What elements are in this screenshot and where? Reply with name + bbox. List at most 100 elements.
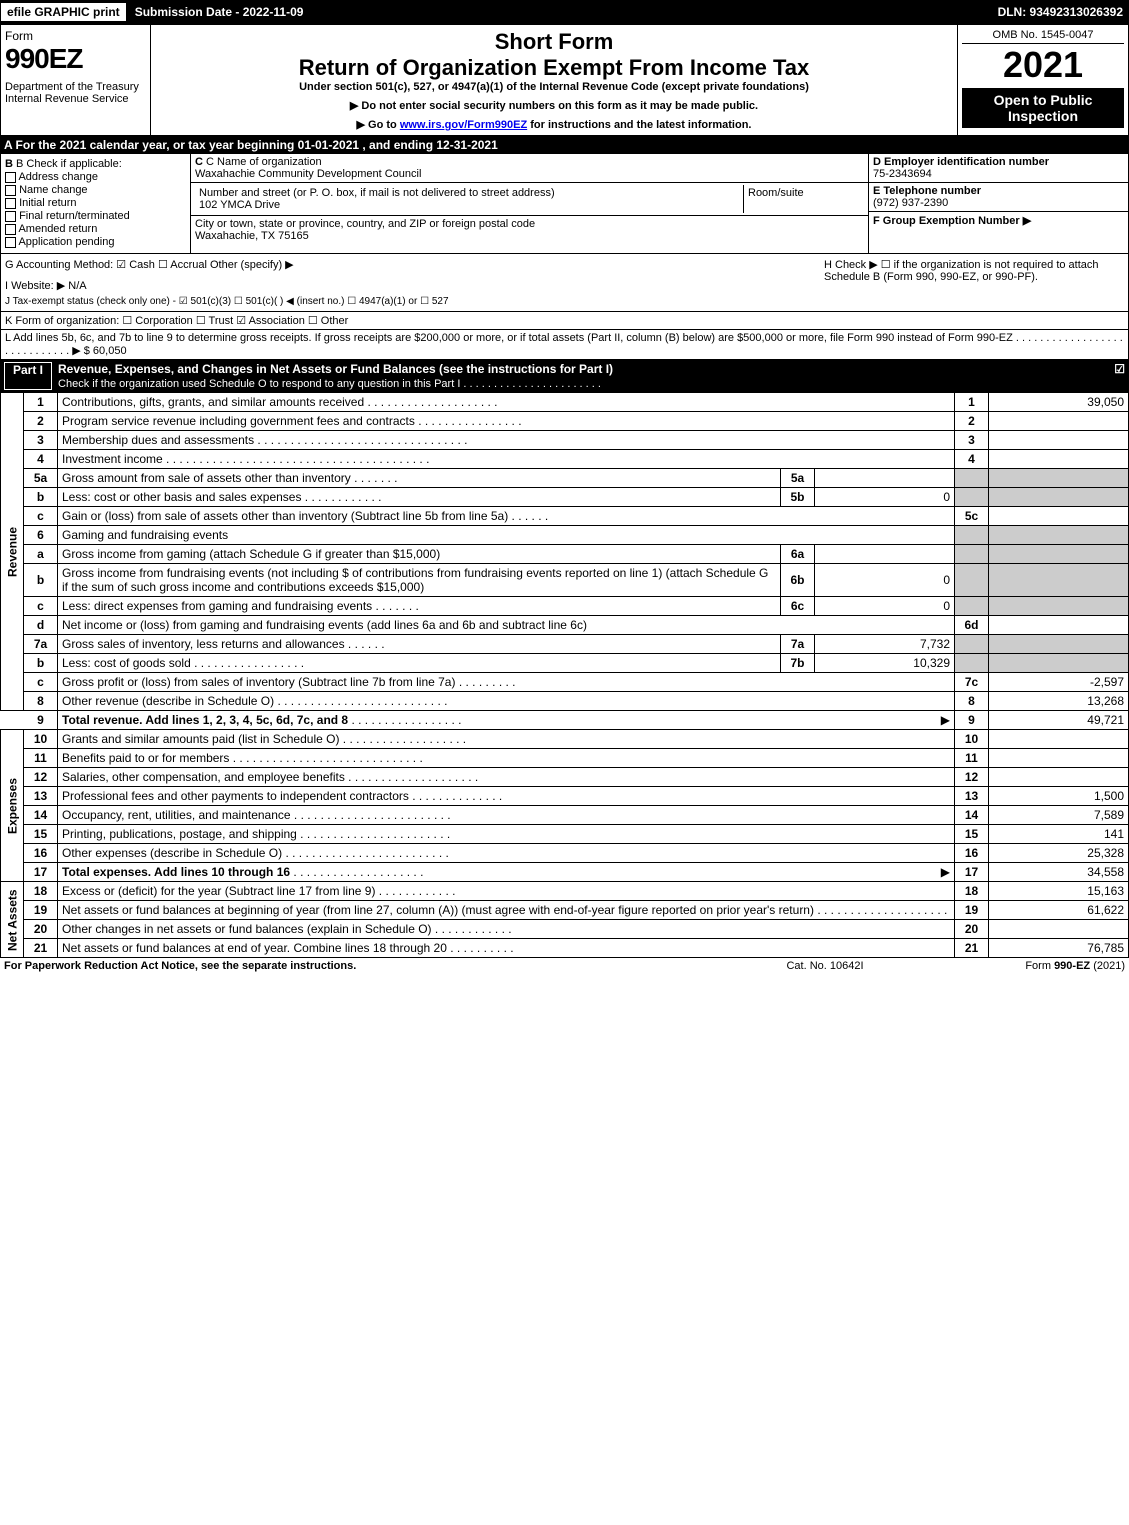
line-val: 141 [989, 825, 1129, 844]
line-rn: 12 [955, 768, 989, 787]
cb-name-change[interactable]: Name change [5, 184, 186, 196]
desc-text: Gain or (loss) from sale of assets other… [62, 509, 508, 523]
shade [989, 469, 1129, 488]
shade [989, 635, 1129, 654]
line-num: 19 [24, 901, 58, 920]
line-val [989, 507, 1129, 526]
table-row: 3 Membership dues and assessments . . . … [1, 431, 1129, 450]
desc-text: Gross sales of inventory, less returns a… [62, 637, 345, 651]
form-number: 990EZ [5, 43, 146, 75]
desc-text: Benefits paid to or for members [62, 751, 229, 765]
shade [955, 654, 989, 673]
part-title: Revenue, Expenses, and Changes in Net As… [58, 362, 1085, 390]
line-val [989, 920, 1129, 939]
line-rn: 16 [955, 844, 989, 863]
cb-final-return[interactable]: Final return/terminated [5, 210, 186, 222]
phone-row: E Telephone number (972) 937-2390 [869, 183, 1128, 212]
group-exemption-row: F Group Exemption Number ▶ [869, 212, 1128, 229]
footer-left: For Paperwork Reduction Act Notice, see … [4, 960, 725, 972]
accounting-method: G Accounting Method: ☑ Cash ☐ Accrual Ot… [5, 258, 824, 271]
line-num: 2 [24, 412, 58, 431]
form-id-block: Form 990EZ Department of the Treasury In… [1, 25, 151, 135]
cb-application-pending[interactable]: Application pending [5, 236, 186, 248]
line-val: 61,622 [989, 901, 1129, 920]
line-rn: 18 [955, 882, 989, 901]
line-rn: 11 [955, 749, 989, 768]
desc-text: Other revenue (describe in Schedule O) [62, 694, 274, 708]
line-num: 7a [24, 635, 58, 654]
line-rn: 17 [955, 863, 989, 882]
table-row: 2 Program service revenue including gove… [1, 412, 1129, 431]
shade [989, 545, 1129, 564]
expenses-sidebar: Expenses [1, 730, 24, 882]
table-row: c Gross profit or (loss) from sales of i… [1, 673, 1129, 692]
table-row: 4 Investment income . . . . . . . . . . … [1, 450, 1129, 469]
line-num: 1 [24, 393, 58, 412]
b-header-text: B Check if applicable: [16, 158, 122, 170]
line-desc: Total expenses. Add lines 10 through 16 … [58, 863, 955, 882]
irs-link[interactable]: www.irs.gov/Form990EZ [400, 119, 527, 131]
line-a: A For the 2021 calendar year, or tax yea… [0, 136, 1129, 154]
room-label: Room/suite [748, 187, 860, 199]
arrow-icon: ▶ [941, 713, 950, 727]
cb-address-change[interactable]: Address change [5, 171, 186, 183]
line-num: 4 [24, 450, 58, 469]
line-num: 8 [24, 692, 58, 711]
line-val: 76,785 [989, 939, 1129, 958]
footer-center: Cat. No. 10642I [725, 960, 925, 972]
line-rn: 9 [955, 711, 989, 730]
omb-number: OMB No. 1545-0047 [962, 29, 1124, 44]
open-inspection: Open to Public Inspection [962, 88, 1124, 128]
row-l: L Add lines 5b, 6c, and 7b to line 9 to … [0, 330, 1129, 360]
efile-print-link[interactable]: efile GRAPHIC print [0, 2, 127, 22]
line-desc: Net assets or fund balances at end of ye… [58, 939, 955, 958]
mid-val: 7,732 [815, 635, 955, 654]
e-label: E Telephone number [873, 185, 1124, 197]
line-num: 15 [24, 825, 58, 844]
line-num: 11 [24, 749, 58, 768]
line-desc: Less: cost of goods sold . . . . . . . .… [58, 654, 781, 673]
cb-initial-return[interactable]: Initial return [5, 197, 186, 209]
cb-label: Address change [18, 171, 98, 183]
line-num: 21 [24, 939, 58, 958]
line-val: 39,050 [989, 393, 1129, 412]
form-meta-block: OMB No. 1545-0047 2021 Open to Public In… [958, 25, 1128, 135]
c-label: C C Name of organization [195, 156, 864, 168]
tax-year: 2021 [962, 44, 1124, 86]
line-rn: 10 [955, 730, 989, 749]
cb-label: Initial return [19, 197, 76, 209]
line-rn: 14 [955, 806, 989, 825]
c-label-text: C Name of organization [206, 156, 322, 168]
table-row: b Less: cost or other basis and sales ex… [1, 488, 1129, 507]
line-num: c [24, 507, 58, 526]
shade [955, 635, 989, 654]
line-num: 6 [24, 526, 58, 545]
line-num: d [24, 616, 58, 635]
mid-num: 7b [781, 654, 815, 673]
line-num: b [24, 564, 58, 597]
top-bar: efile GRAPHIC print Submission Date - 20… [0, 0, 1129, 24]
desc-text: Other changes in net assets or fund bala… [62, 922, 432, 936]
table-row: 13 Professional fees and other payments … [1, 787, 1129, 806]
cb-amended-return[interactable]: Amended return [5, 223, 186, 235]
link-suffix: for instructions and the latest informat… [527, 119, 751, 131]
line-desc: Benefits paid to or for members . . . . … [58, 749, 955, 768]
part-i-header: Part I Revenue, Expenses, and Changes in… [0, 360, 1129, 392]
schedule-b-check: H Check ▶ ☐ if the organization is not r… [824, 258, 1124, 283]
table-row: Expenses 10 Grants and similar amounts p… [1, 730, 1129, 749]
org-info: C C Name of organization Waxahachie Comm… [191, 154, 868, 253]
line-rn: 20 [955, 920, 989, 939]
submission-date: Submission Date - 2022-11-09 [127, 3, 312, 21]
line-num: 12 [24, 768, 58, 787]
table-row: 15 Printing, publications, postage, and … [1, 825, 1129, 844]
desc-text: Investment income [62, 452, 163, 466]
table-row: 6 Gaming and fundraising events [1, 526, 1129, 545]
cb-label: Name change [19, 184, 88, 196]
line-num: c [24, 597, 58, 616]
shade [955, 564, 989, 597]
line-num: 3 [24, 431, 58, 450]
line-val [989, 412, 1129, 431]
shade [955, 488, 989, 507]
part-number: Part I [4, 362, 52, 390]
row-k: K Form of organization: ☐ Corporation ☐ … [0, 312, 1129, 330]
